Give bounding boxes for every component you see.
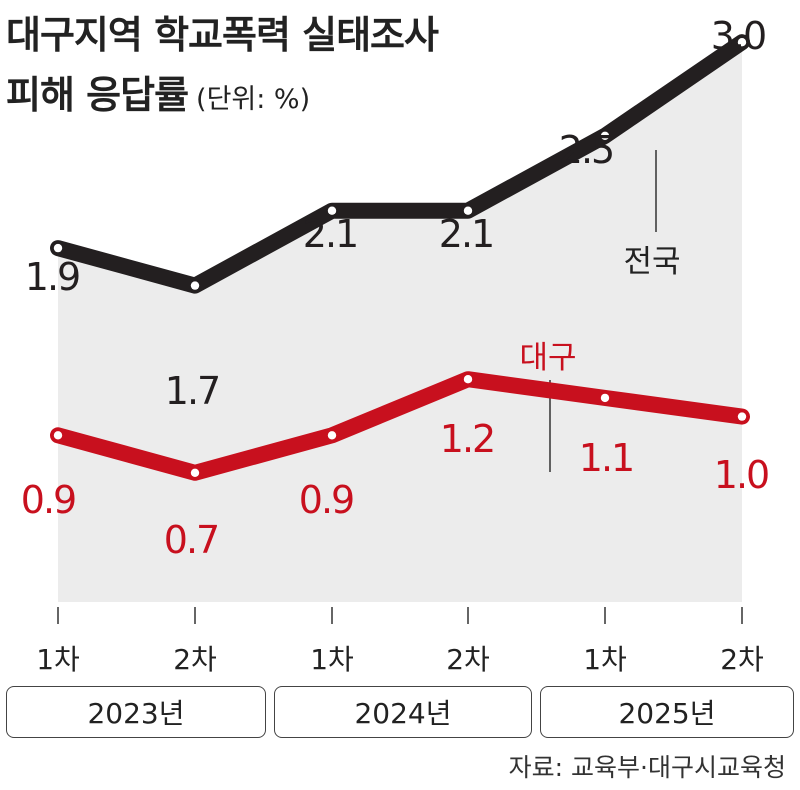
x-tick-label: 1차 [36, 643, 80, 676]
x-tick-label: 1차 [310, 643, 354, 676]
data-point-national [53, 243, 63, 253]
data-label-national: 1.9 [25, 255, 79, 299]
year-group-2024: 2024년 [274, 686, 532, 738]
data-point-daegu [600, 393, 610, 403]
data-point-daegu [327, 431, 337, 440]
source-note: 자료: 교육부·대구시교육청 [508, 753, 786, 782]
data-label-daegu: 1.2 [440, 417, 494, 461]
data-label-national: 1.7 [165, 369, 219, 413]
data-point-national [600, 131, 610, 140]
line-chart: 1차 2차 1차 2차 1차 2차 1.9 1.7 2.1 2.1 2.5 3.0 0.9 0.7 0.9 1… [21, 14, 770, 676]
year-group-2025: 2025년 [540, 686, 794, 738]
data-label-national: 3.0 [711, 14, 765, 58]
data-point-national [737, 38, 747, 47]
data-label-daegu: 0.9 [299, 478, 353, 522]
data-label-daegu: 1.1 [579, 436, 633, 480]
data-label-daegu: 0.7 [164, 518, 218, 562]
data-label-national: 2.5 [559, 128, 613, 172]
data-point-national [327, 206, 337, 215]
area-fill [58, 42, 742, 602]
data-point-daegu [190, 468, 200, 477]
data-label-daegu: 1.0 [714, 453, 768, 497]
x-tick-label: 1차 [583, 643, 627, 676]
x-tick-label: 2차 [446, 643, 490, 676]
data-point-national [463, 206, 473, 215]
unit-label: (단위: %) [196, 84, 311, 115]
series-name-daegu: 대구 [519, 340, 576, 376]
data-label-daegu: 0.9 [21, 478, 75, 522]
chart-subtitle: 피해 응답률 (단위: %) [6, 64, 310, 119]
data-label-national: 2.1 [303, 212, 357, 256]
data-label-national: 2.1 [439, 212, 493, 256]
chart-title: 대구지역 학교폭력 실태조사 [6, 13, 439, 57]
data-point-national [190, 281, 200, 290]
data-point-daegu [737, 412, 747, 421]
series-line-national [50, 34, 750, 294]
chart-subtitle-text: 피해 응답률 [6, 73, 189, 117]
x-tick-label: 2차 [720, 643, 764, 676]
series-name-national: 전국 [623, 244, 680, 280]
x-tick-label: 2차 [173, 643, 217, 676]
data-point-daegu [53, 431, 63, 440]
year-group-2023: 2023년 [6, 686, 266, 738]
series-line-daegu [50, 371, 750, 481]
data-point-daegu [463, 375, 473, 384]
